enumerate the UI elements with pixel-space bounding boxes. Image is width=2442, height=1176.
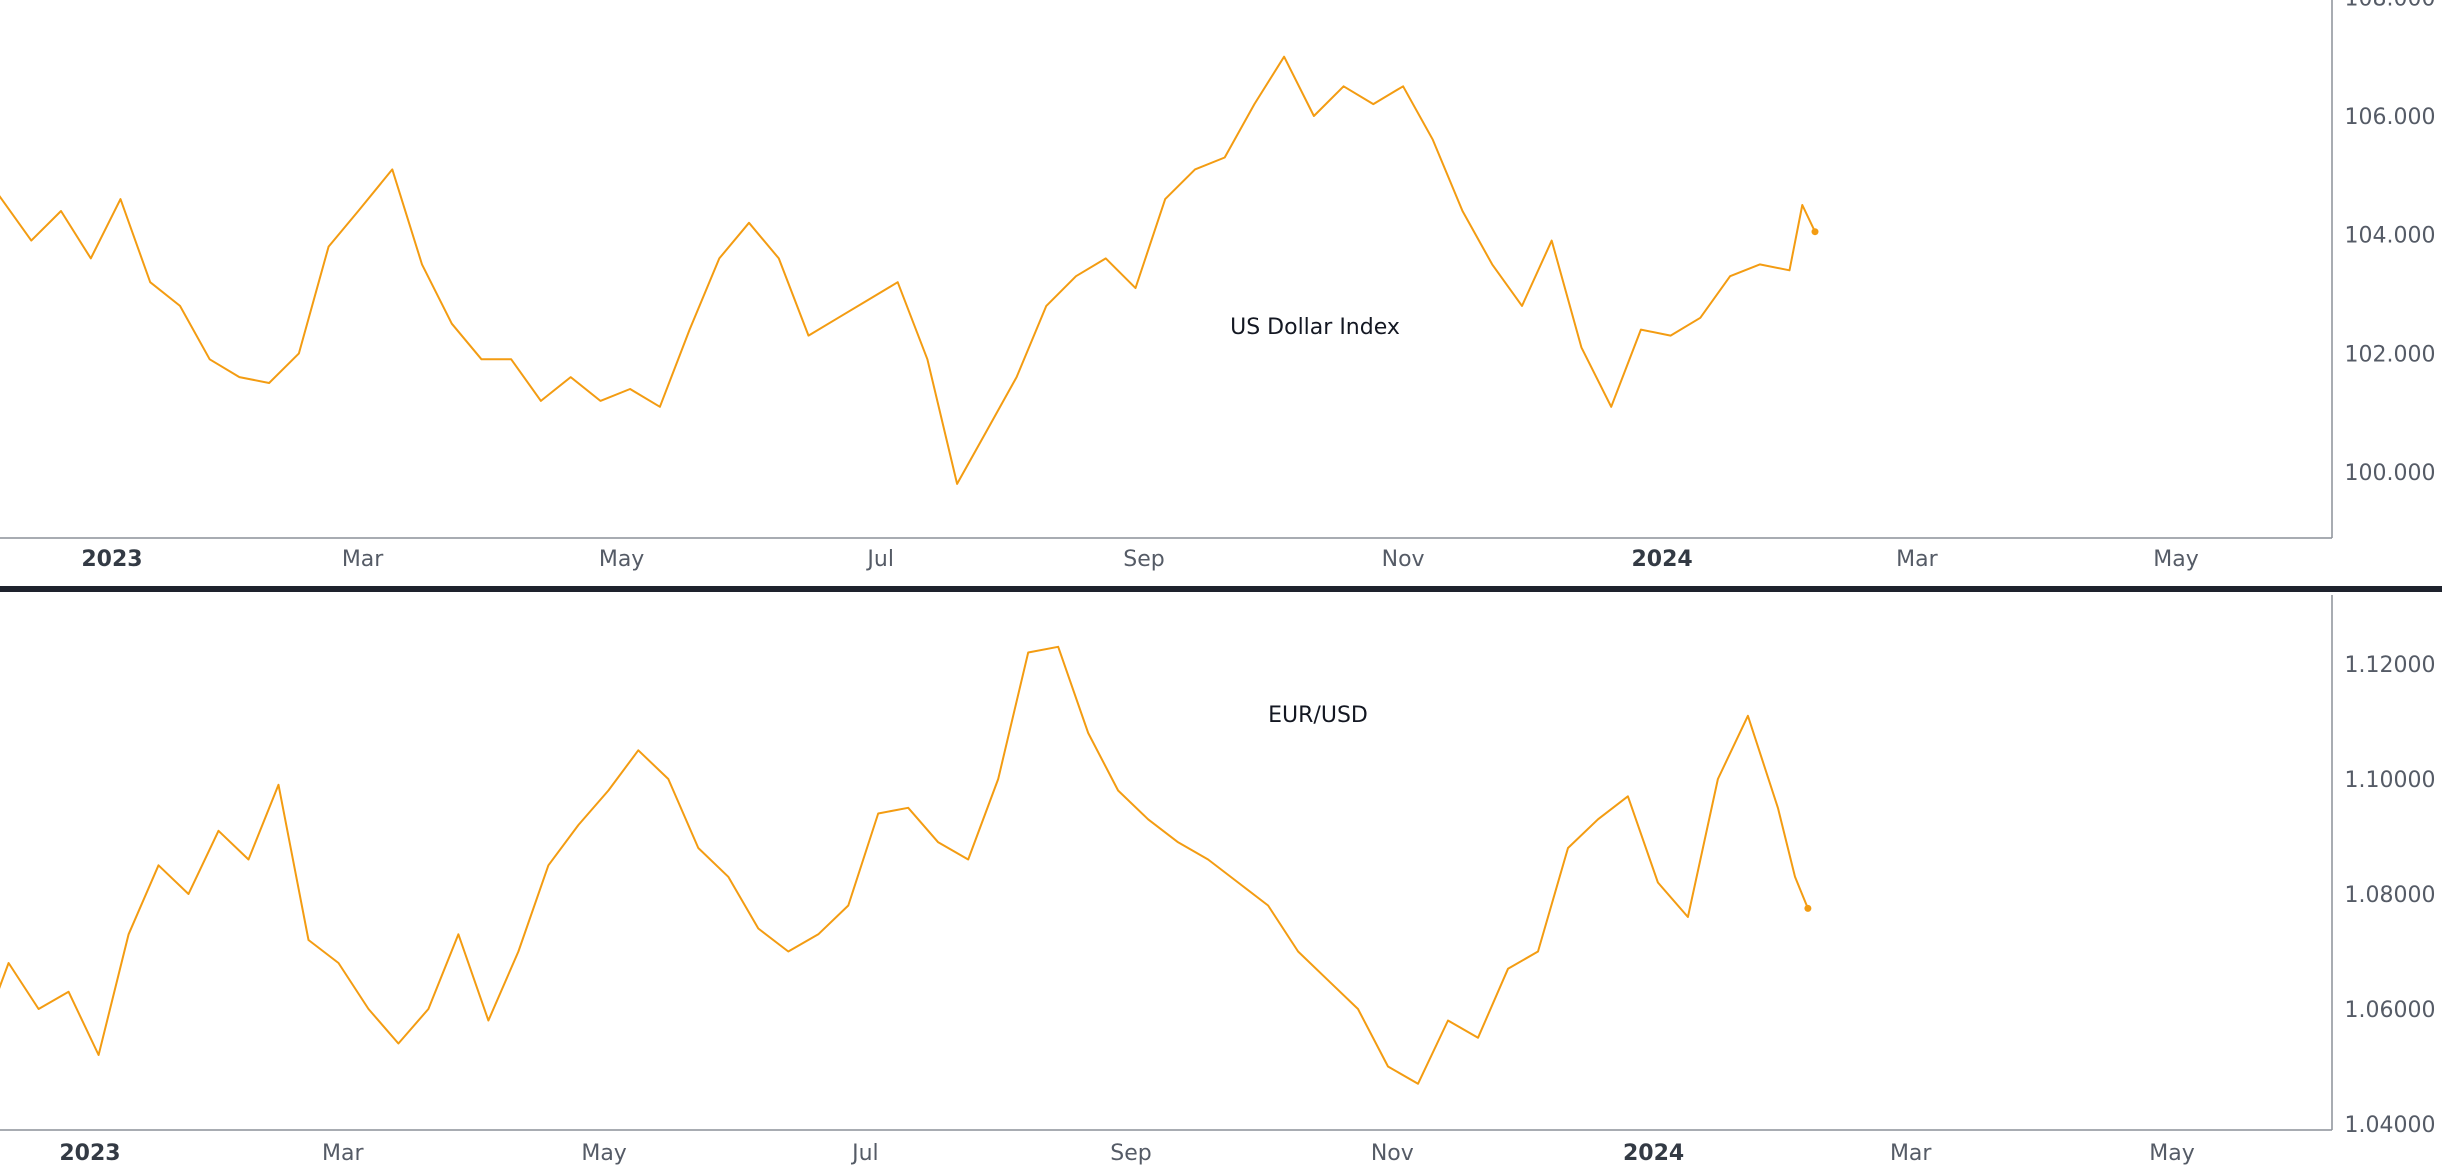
time-tick-label: Mar [1896,547,1938,572]
time-tick-label: 2023 [81,547,142,572]
time-tick-label: Sep [1123,547,1164,572]
series-line [0,55,1816,485]
price-tick-label: 1.10000 [2345,768,2436,793]
chart-title: EUR/USD [1268,703,1368,728]
price-tick-label: 104.000 [2345,224,2436,249]
last-value-dot [1804,904,1812,912]
time-tick-label: Sep [1110,1141,1151,1166]
series-line [0,645,1809,1085]
time-tick-label: May [599,547,644,572]
time-tick-label: Jul [865,547,894,572]
chart-title: US Dollar Index [1230,315,1400,340]
time-tick-label: May [581,1141,626,1166]
time-tick-label: Nov [1382,547,1425,572]
price-tick-label: 1.12000 [2345,653,2436,678]
time-tick-label: May [2149,1141,2194,1166]
price-tick-label: 100.000 [2345,461,2436,486]
price-tick-label: 1.08000 [2345,883,2436,908]
time-tick-label: Mar [322,1141,364,1166]
time-tick-label: Jul [850,1141,879,1166]
price-tick-label: 1.04000 [2345,1113,2436,1138]
time-tick-label: May [2153,547,2198,572]
time-tick-label: Mar [1890,1141,1932,1166]
price-tick-label: 106.000 [2345,105,2436,130]
price-tick-label: 102.000 [2345,342,2436,367]
time-tick-label: 2024 [1623,1141,1684,1166]
time-tick-label: Mar [342,547,384,572]
time-tick-label: 2023 [59,1141,120,1166]
price-tick-label: 108.000 [2345,0,2436,11]
last-value-dot [1811,228,1819,236]
price-tick-label: 1.06000 [2345,998,2436,1023]
time-tick-label: Nov [1371,1141,1414,1166]
time-tick-label: 2024 [1631,547,1692,572]
